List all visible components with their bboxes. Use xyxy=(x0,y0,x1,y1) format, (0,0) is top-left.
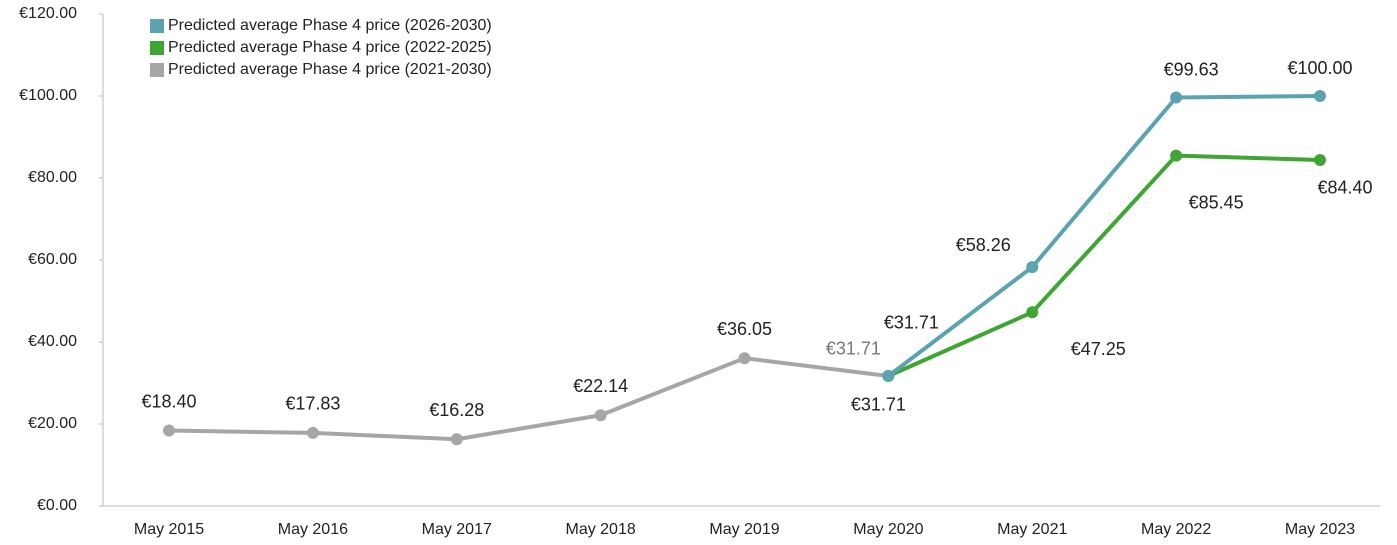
data-point xyxy=(1170,91,1183,104)
y-tick-label: €60.00 xyxy=(28,251,77,268)
x-tick-label: May 2021 xyxy=(997,521,1067,538)
data-label: €99.63 xyxy=(1164,59,1219,79)
data-label: €36.05 xyxy=(717,319,772,339)
data-label: €31.71 xyxy=(884,313,939,333)
data-point xyxy=(1170,149,1183,162)
data-label: €31.71 xyxy=(826,339,881,359)
data-point xyxy=(1314,153,1326,166)
data-point xyxy=(1314,90,1326,102)
data-label: €18.40 xyxy=(141,391,196,411)
data-label: €31.71 xyxy=(851,395,906,415)
legend-swatch xyxy=(150,41,164,55)
y-tick-label: €0.00 xyxy=(37,497,77,514)
data-label: €17.83 xyxy=(285,394,340,414)
x-tick-label: May 2020 xyxy=(853,521,923,538)
data-point xyxy=(594,409,607,422)
y-tick-label: €20.00 xyxy=(28,415,77,432)
data-label: €84.40 xyxy=(1317,178,1372,198)
legend-label: Predicted average Phase 4 price (2021-20… xyxy=(168,61,492,78)
data-point xyxy=(1026,261,1039,274)
data-label: €16.28 xyxy=(429,400,484,420)
legend-label: Predicted average Phase 4 price (2022-20… xyxy=(168,39,492,56)
series-line xyxy=(168,356,889,442)
x-tick-label: May 2019 xyxy=(709,521,779,538)
data-label: €100.00 xyxy=(1287,58,1352,78)
data-point xyxy=(163,424,175,437)
data-label: €47.25 xyxy=(1071,339,1126,359)
legend-swatch xyxy=(150,63,164,77)
data-label: €22.14 xyxy=(573,376,628,396)
legend-swatch xyxy=(150,19,164,33)
data-label: €85.45 xyxy=(1189,192,1244,212)
y-tick-label: €120.00 xyxy=(19,5,77,22)
y-tick-label: €40.00 xyxy=(28,333,77,350)
data-point xyxy=(738,352,751,365)
x-tick-label: May 2017 xyxy=(422,521,492,538)
y-tick-label: €80.00 xyxy=(28,169,77,186)
x-tick-label: May 2015 xyxy=(134,521,204,538)
x-tick-label: May 2023 xyxy=(1285,521,1355,538)
data-point xyxy=(306,426,319,439)
y-tick-label: €100.00 xyxy=(19,87,77,104)
series-line xyxy=(887,94,1321,378)
data-label: €58.26 xyxy=(956,235,1011,255)
legend-label: Predicted average Phase 4 price (2026-20… xyxy=(168,17,492,34)
x-tick-label: May 2016 xyxy=(278,521,348,538)
data-point xyxy=(450,433,463,446)
series-line xyxy=(887,153,1321,378)
data-point xyxy=(1026,306,1039,319)
data-point xyxy=(882,369,895,382)
x-tick-label: May 2022 xyxy=(1141,521,1211,538)
x-tick-label: May 2018 xyxy=(565,521,635,538)
